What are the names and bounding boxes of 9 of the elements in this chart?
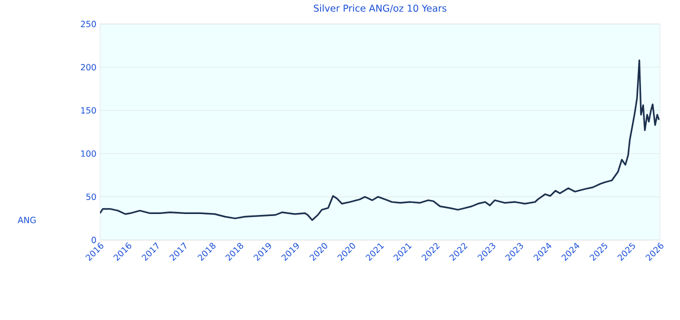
chart-title: Silver Price ANG/oz 10 Years bbox=[314, 4, 446, 12]
y-tick-label: 250 bbox=[80, 20, 96, 28]
y-tick-label: 200 bbox=[80, 64, 96, 70]
text: ANG bbox=[18, 216, 36, 224]
y-tick-label: 150 bbox=[81, 107, 96, 114]
y-tick-label: 0 bbox=[92, 236, 96, 244]
y-tick-label: 100 bbox=[81, 150, 96, 157]
line-series bbox=[100, 59, 660, 221]
y-tick-label: 50 bbox=[86, 194, 96, 200]
